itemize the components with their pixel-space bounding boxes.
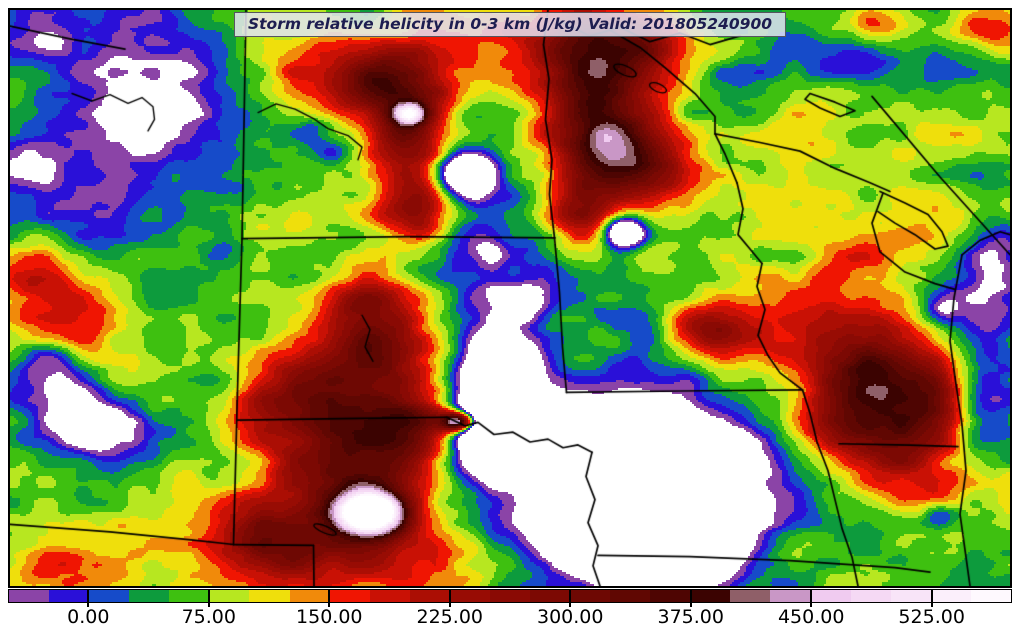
colorbar [8,589,1012,603]
colorbar-segment [289,590,330,602]
colorbar-segment [650,590,691,602]
colorbar-tick-label: 225.00 [416,606,483,628]
colorbar-segment [329,590,370,602]
colorbar-tick [569,589,572,607]
colorbar-segment [169,590,210,602]
map-title-box: Storm relative helicity in 0-3 km (J/kg)… [233,12,787,37]
colorbar-tick-label: 300.00 [536,606,604,628]
map-plot-area: Storm relative helicity in 0-3 km (J/kg)… [8,8,1012,588]
colorbar-tick [810,589,813,607]
colorbar-tick [87,589,90,607]
colorbar-segment [449,590,490,602]
map-title-text: Storm relative helicity in 0-3 km (J/kg)… [247,15,773,33]
colorbar-segment [89,590,130,602]
colorbar-segment [489,590,531,602]
colorbar-segment [249,590,290,602]
colorbar-segment [49,590,90,602]
colorbar-tick-label: 375.00 [657,606,724,628]
colorbar-tick [930,589,933,607]
colorbar-segment [409,590,450,602]
colorbar-tick [207,589,210,607]
colorbar-segment [690,590,731,602]
colorbar-tick-label: 0.00 [67,606,110,628]
colorbar-segment [970,590,1011,602]
colorbar-zone: 0.00 75.00 150.00 225.00 300.00 375.00 450.00 5… [8,589,1012,631]
colorbar-tick-label: 525.00 [898,606,965,628]
colorbar-tick-label: 150.00 [296,606,363,628]
colorbar-tick [328,589,331,607]
colorbar-segment [810,590,851,602]
colorbar-tick [689,589,692,607]
colorbar-segment [530,590,571,602]
colorbar-segment [890,590,931,602]
colorbar-tick-label: 75.00 [181,606,236,628]
colorbar-segment [730,590,771,602]
colorbar-segment [570,590,611,602]
colorbar-tick [448,589,451,607]
colorbar-segment [129,590,170,602]
colorbar-segment [610,590,651,602]
colorbar-segment [369,590,410,602]
state-borders-canvas [10,10,1010,586]
colorbar-segment [850,590,891,602]
colorbar-tick-label: 450.00 [777,606,845,628]
colorbar-segment [770,590,811,602]
colorbar-segment [209,590,250,602]
colorbar-segment [930,590,971,602]
colorbar-segment [9,590,50,602]
